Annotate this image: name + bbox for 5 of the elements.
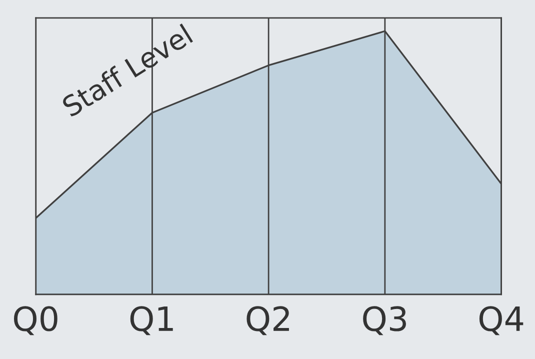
x-tick-label: Q4 <box>479 306 524 336</box>
x-tick-label: Q0 <box>14 306 58 336</box>
x-tick-label: Q1 <box>130 306 173 336</box>
x-tick-label: Q3 <box>363 306 406 336</box>
x-tick-label: Q2 <box>246 306 289 336</box>
